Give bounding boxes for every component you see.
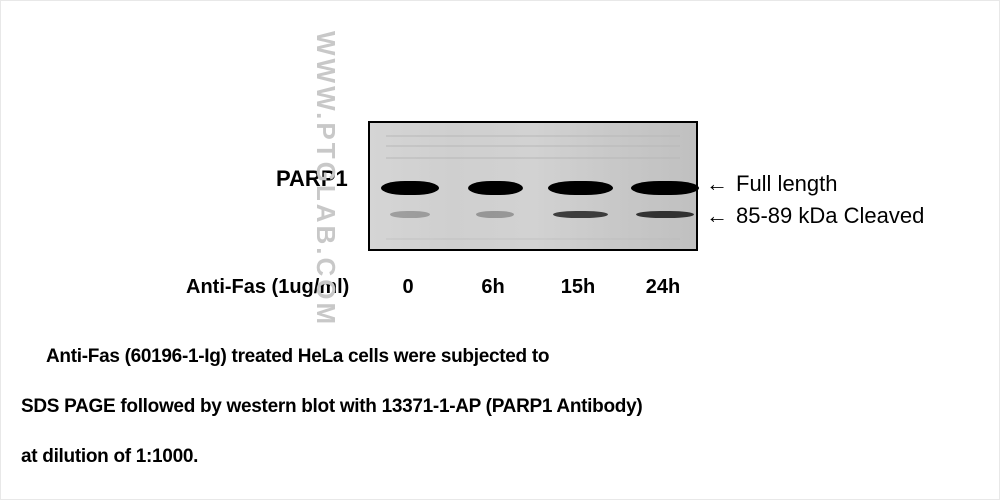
band-cleaved: [390, 211, 430, 218]
arrow-left-icon: ←: [706, 171, 728, 197]
band-cleaved: [636, 211, 694, 218]
annotation-cleaved-label: 85-89 kDa Cleaved: [736, 203, 924, 229]
band-full-length: [468, 181, 523, 195]
caption-line-2: SDS PAGE followed by western blot with 1…: [21, 396, 642, 418]
band-cleaved: [553, 211, 608, 218]
figure-container: WWW.PTGLAB.COM PARP1 ← Full length ← 85-…: [0, 0, 1000, 500]
annotation-full-length: ← Full length: [706, 171, 838, 197]
lane-label: 6h: [473, 276, 513, 299]
band-full-length: [631, 181, 699, 195]
annotation-full-length-label: Full length: [736, 171, 838, 197]
band-full-length: [381, 181, 439, 195]
lane-label: 24h: [643, 276, 683, 299]
band-full-length: [548, 181, 613, 195]
blot-background: [370, 123, 696, 249]
background-streak: [386, 157, 679, 159]
lane-label: 15h: [558, 276, 598, 299]
lane-label: 0: [388, 276, 428, 299]
background-streak: [386, 135, 679, 137]
annotation-cleaved: ← 85-89 kDa Cleaved: [706, 203, 924, 229]
arrow-left-icon: ←: [706, 203, 728, 229]
caption-line-3: at dilution of 1:1000.: [21, 446, 198, 468]
protein-label: PARP1: [276, 166, 348, 192]
caption-line-1: Anti-Fas (60196-1-Ig) treated HeLa cells…: [46, 346, 549, 368]
band-cleaved: [476, 211, 514, 218]
background-streak: [386, 238, 679, 240]
background-streak: [386, 145, 679, 147]
treatment-condition-label: Anti-Fas (1ug/ml): [186, 276, 349, 299]
western-blot-image: [368, 121, 698, 251]
